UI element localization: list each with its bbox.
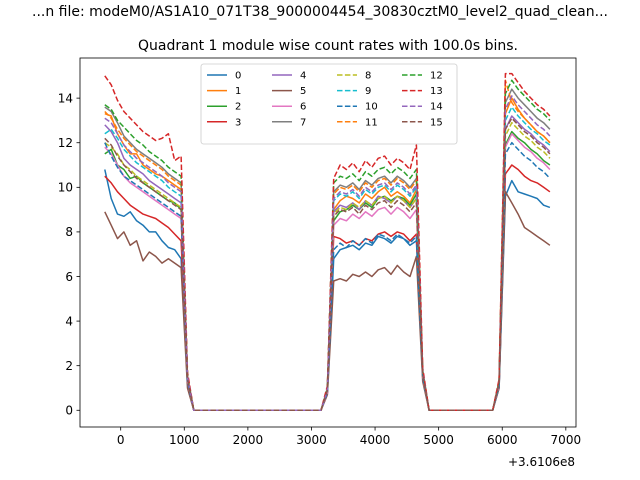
legend-label-5: 5 [300,86,306,97]
series-group [104,72,551,412]
y-tick-label: 8 [65,225,73,239]
legend-label-1: 1 [235,86,241,97]
x-tick-label: 1000 [169,433,200,447]
y-tick-label: 6 [65,270,73,284]
legend-label-8: 8 [365,71,371,82]
series-line-12 [104,79,551,412]
legend-box [200,63,458,145]
x-tick-label: 4000 [360,433,391,447]
chart-title: Quadrant 1 module wise count rates with … [138,38,518,54]
series-line-9 [104,106,551,412]
legend-label-15: 15 [430,117,443,128]
x-tick-label: 0 [117,433,125,447]
y-tick-label: 0 [65,404,73,418]
legend-label-6: 6 [300,102,306,113]
y-tick-label: 2 [65,359,73,373]
series-line-5 [104,191,551,412]
x-tick-label: 7000 [551,433,582,447]
legend-label-3: 3 [235,117,241,128]
y-tick-label: 12 [58,136,73,150]
series-line-10 [104,141,551,412]
x-tick-label: 2000 [233,433,264,447]
axes-frame [79,57,577,428]
legend-label-14: 14 [430,102,443,113]
plot-area: 0 1000 2000 3000 4000 5000 6000 700002468101214… [58,57,582,447]
legend-label-13: 13 [430,86,443,97]
legend-label-11: 11 [365,117,378,128]
y-tick-label: 14 [58,91,73,105]
series-line-13 [104,72,551,412]
x-tick-label: 5000 [423,433,454,447]
legend-label-12: 12 [430,71,443,82]
legend-label-2: 2 [235,102,241,113]
series-line-14 [104,95,551,412]
x-tick-label: 6000 [487,433,518,447]
series-line-15 [104,117,551,412]
legend-label-4: 4 [300,71,306,82]
x-tick-label: 3000 [296,433,327,447]
legend-label-0: 0 [235,71,241,82]
legend-label-10: 10 [365,102,378,113]
figure-suptitle: ...n file: modeM0/AS1A10_071T38_90000044… [32,4,608,20]
y-tick-label: 10 [58,181,73,195]
legend-label-9: 9 [365,86,371,97]
legend-label-7: 7 [300,117,306,128]
y-tick-label: 4 [65,314,73,328]
x-offset-label: +3.6106e8 [508,455,575,469]
